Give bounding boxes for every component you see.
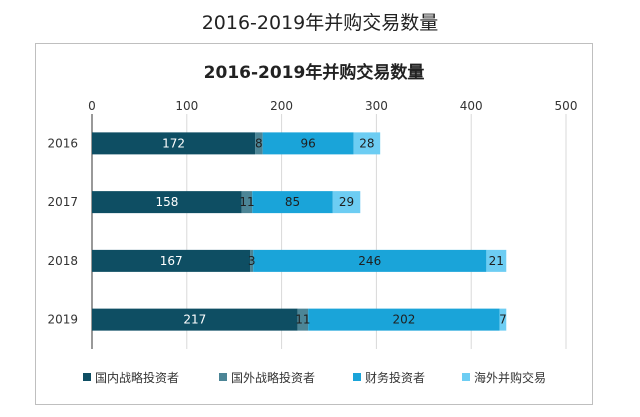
category-labels: 2016 2017 2018 2019 <box>47 136 78 326</box>
chart-title: 2016-2019年并购交易数量 <box>204 62 425 83</box>
stacked-bar-chart: 2016-2019年并购交易数量 0 100 200 300 400 500 201620… <box>47 62 577 385</box>
bar-segment <box>253 249 487 272</box>
bar-segment <box>353 132 381 155</box>
data-label: 158 <box>155 195 178 209</box>
bar-segment <box>250 249 254 272</box>
legend-swatch <box>219 373 227 381</box>
bar-segment <box>486 249 507 272</box>
legend-swatch <box>462 373 470 381</box>
data-labels: 172 8 96 28 158 11 85 29 167 3 246 21 217 11 202 7 <box>155 136 506 326</box>
data-label: 172 <box>162 136 185 150</box>
x-tick-label: 0 <box>88 99 96 113</box>
bar-segment <box>92 132 256 155</box>
x-tick-label: 400 <box>460 99 483 113</box>
data-label: 11 <box>239 195 254 209</box>
legend-swatch <box>353 373 361 381</box>
data-label: 202 <box>392 313 415 327</box>
data-label: 85 <box>285 195 300 209</box>
data-label: 11 <box>295 313 310 327</box>
legend-label: 财务投资者 <box>365 370 425 385</box>
bar-segment <box>262 132 354 155</box>
data-label: 8 <box>255 136 263 150</box>
x-tick-label: 200 <box>270 99 293 113</box>
data-label: 28 <box>359 136 374 150</box>
data-label: 7 <box>499 313 507 327</box>
data-label: 29 <box>339 195 354 209</box>
bar-segment <box>297 308 309 331</box>
data-label: 217 <box>183 313 206 327</box>
category-label: 2019 <box>47 313 78 327</box>
data-label: 21 <box>489 254 504 268</box>
legend-label: 国内战略投资者 <box>95 370 179 385</box>
category-label: 2017 <box>47 195 78 209</box>
legend-swatch <box>83 373 91 381</box>
x-tick-label: 100 <box>175 99 198 113</box>
bar-segment <box>252 191 333 214</box>
legend-label: 国外战略投资者 <box>231 370 315 385</box>
bars <box>92 132 507 331</box>
category-label: 2018 <box>47 254 78 268</box>
data-label: 96 <box>301 136 316 150</box>
page-title: 2016-2019年并购交易数量 <box>201 12 439 34</box>
data-label: 246 <box>358 254 381 268</box>
bar-segment <box>241 191 253 214</box>
chart-frame: 2016-2019年并购交易数量 0 100 200 300 400 500 2016 20… <box>35 43 593 405</box>
bar-segment <box>92 249 251 272</box>
bar-segment <box>332 191 361 214</box>
data-label: 167 <box>160 254 183 268</box>
bar-segment <box>92 308 298 331</box>
data-label: 3 <box>248 254 256 268</box>
legend: 国内战略投资者 国外战略投资者 财务投资者 海外并购交易 <box>83 370 546 385</box>
x-tick-labels: 0 100 200 300 400 500 <box>88 99 577 113</box>
legend-label: 海外并购交易 <box>474 370 546 385</box>
bar-segment <box>499 308 507 331</box>
x-tick-label: 500 <box>555 99 578 113</box>
category-label: 2016 <box>47 136 78 150</box>
bar-segment <box>255 132 263 155</box>
bar-segment <box>308 308 500 331</box>
x-tick-label: 300 <box>365 99 388 113</box>
bar-segment <box>92 191 242 214</box>
